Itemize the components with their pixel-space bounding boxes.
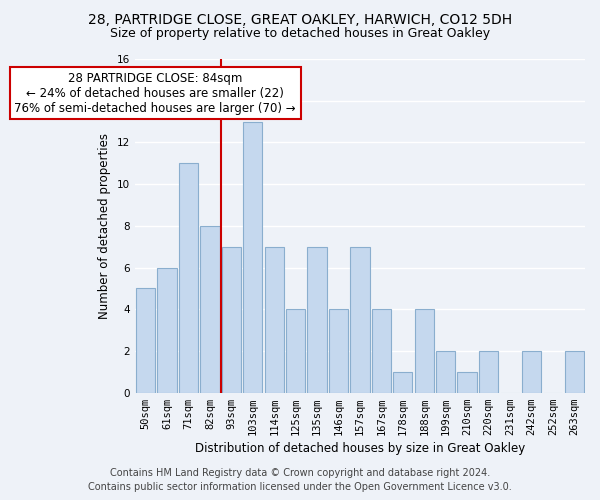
Bar <box>522 351 541 393</box>
Text: 28, PARTRIDGE CLOSE, GREAT OAKLEY, HARWICH, CO12 5DH: 28, PARTRIDGE CLOSE, GREAT OAKLEY, HARWI… <box>88 12 512 26</box>
Bar <box>200 226 220 392</box>
Bar <box>350 246 370 392</box>
X-axis label: Distribution of detached houses by size in Great Oakley: Distribution of detached houses by size … <box>195 442 525 455</box>
Y-axis label: Number of detached properties: Number of detached properties <box>98 133 112 319</box>
Bar <box>372 310 391 392</box>
Bar <box>157 268 177 392</box>
Bar <box>286 310 305 392</box>
Bar <box>222 246 241 392</box>
Text: Size of property relative to detached houses in Great Oakley: Size of property relative to detached ho… <box>110 28 490 40</box>
Bar <box>136 288 155 393</box>
Bar <box>436 351 455 393</box>
Text: Contains HM Land Registry data © Crown copyright and database right 2024.
Contai: Contains HM Land Registry data © Crown c… <box>88 468 512 492</box>
Bar <box>415 310 434 392</box>
Bar <box>479 351 498 393</box>
Bar <box>565 351 584 393</box>
Bar <box>307 246 327 392</box>
Bar <box>179 164 198 392</box>
Bar <box>393 372 412 392</box>
Bar <box>457 372 477 392</box>
Bar <box>243 122 262 392</box>
Bar <box>329 310 348 392</box>
Bar <box>265 246 284 392</box>
Text: 28 PARTRIDGE CLOSE: 84sqm
← 24% of detached houses are smaller (22)
76% of semi-: 28 PARTRIDGE CLOSE: 84sqm ← 24% of detac… <box>14 72 296 114</box>
